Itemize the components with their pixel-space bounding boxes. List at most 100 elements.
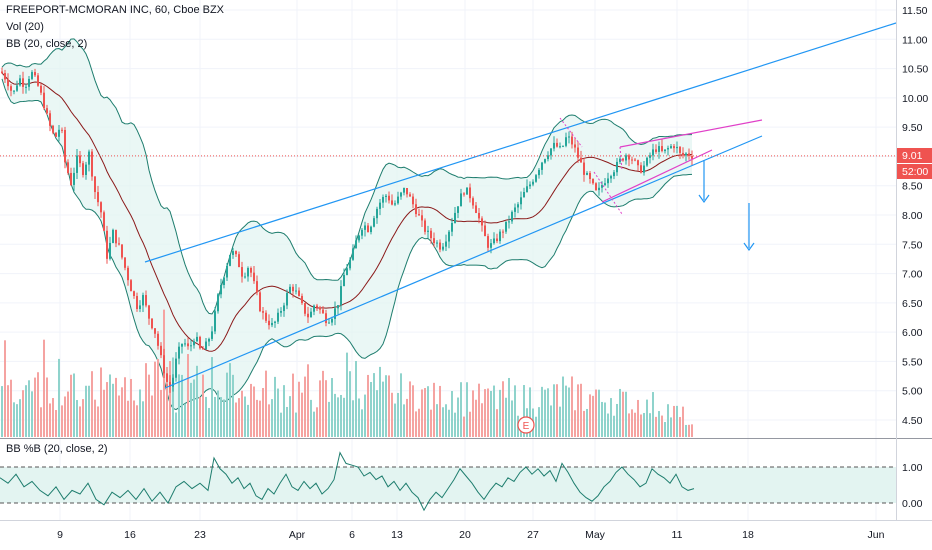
volume-bar [259, 400, 261, 437]
volume-bar [424, 388, 426, 437]
volume-bar [193, 379, 195, 437]
price-tick-label: 4.50 [902, 415, 923, 427]
time-axis[interactable]: 9 16 23 Apr 6 13 20 27 May 11 18 Jun [57, 529, 885, 541]
candle [685, 152, 687, 162]
candle [97, 185, 99, 207]
price-axis[interactable]: 11.5011.0010.5010.009.509.008.508.007.50… [902, 5, 928, 427]
down-arrow-2[interactable] [743, 203, 755, 252]
candle [232, 247, 234, 259]
volume-bar [277, 388, 279, 437]
candle [358, 234, 360, 243]
wedge-dotted-line-right[interactable] [593, 171, 623, 215]
candle [88, 149, 90, 172]
candle [85, 161, 87, 180]
volume-bar [157, 359, 159, 437]
volume-bar [13, 402, 15, 437]
volume-bar [355, 361, 357, 437]
volume-bar [256, 399, 258, 437]
candle [100, 201, 102, 218]
candle [574, 138, 576, 153]
candle [247, 266, 249, 282]
candlestick-series[interactable] [1, 67, 693, 393]
candle [259, 290, 261, 313]
candle [193, 338, 195, 349]
candle [523, 187, 525, 198]
candle [121, 244, 123, 260]
bb-legend[interactable]: BB (20, close, 2) [6, 38, 88, 50]
symbol-title[interactable]: FREEPORT-MCMORAN INC, 60, Cboe BZX [6, 4, 225, 16]
candle [280, 307, 282, 317]
candle [580, 150, 582, 163]
candle [175, 352, 177, 382]
bollinger-basis-line [1, 72, 693, 352]
candle [244, 272, 246, 279]
candle [655, 144, 657, 154]
volume-bar [418, 408, 420, 437]
price-tick-label: 5.50 [902, 356, 923, 368]
volume-bar [22, 390, 24, 437]
volume-bar [211, 357, 213, 437]
candle [499, 229, 501, 244]
candle [13, 90, 15, 95]
volume-bar [454, 412, 456, 437]
volume-bar [448, 409, 450, 437]
candle [532, 179, 534, 187]
volume-bar [235, 402, 237, 437]
volume-bar [676, 405, 678, 437]
candle [466, 187, 468, 195]
volume-bar [16, 404, 18, 437]
candle [610, 174, 612, 183]
candle [457, 206, 459, 219]
candle [37, 73, 39, 87]
candle [496, 233, 498, 244]
price-tick-label: 7.50 [902, 239, 923, 251]
volume-bar [223, 399, 225, 437]
volume-bar [352, 400, 354, 437]
bbpct-legend[interactable]: BB %B (20, close, 2) [6, 443, 108, 455]
volume-bar [634, 412, 636, 437]
candle [394, 200, 396, 207]
wedge-upper-line[interactable] [619, 119, 763, 148]
volume-bar [625, 391, 627, 437]
volume-bar [466, 382, 468, 437]
candle [319, 305, 321, 314]
candle [241, 261, 243, 283]
wedge-lower-line[interactable] [601, 149, 713, 203]
candle [541, 161, 543, 175]
volume-bar [31, 391, 33, 437]
candle [373, 215, 375, 228]
candle [451, 217, 453, 237]
volume-bar [133, 400, 135, 437]
volume-bar [595, 389, 597, 437]
volume-bar [571, 376, 573, 437]
candle [73, 167, 75, 191]
price-tick-label: 8.50 [902, 181, 923, 193]
volume-bar [304, 376, 306, 437]
volume-bar [475, 399, 477, 437]
volume-bar [484, 389, 486, 437]
candle [448, 230, 450, 249]
volume-bar [208, 407, 210, 437]
candle [553, 136, 555, 152]
candle [664, 149, 666, 154]
time-tick-label: 6 [349, 529, 355, 541]
candle [202, 346, 204, 350]
volume-bar [445, 404, 447, 437]
volume-bar [439, 385, 441, 437]
candle [430, 228, 432, 244]
candle [691, 150, 693, 166]
down-arrow-1[interactable] [698, 160, 710, 204]
volume-bar [319, 380, 321, 437]
time-tick-label: 23 [194, 529, 206, 541]
earnings-marker[interactable]: E [517, 416, 535, 434]
candle [379, 199, 381, 216]
lower-channel-trendline[interactable] [164, 135, 763, 389]
candle [511, 210, 513, 224]
candle [415, 198, 417, 218]
candle [220, 278, 222, 299]
volume-legend[interactable]: Vol (20) [6, 21, 44, 33]
upper-channel-trendline[interactable] [144, 22, 897, 263]
volume-bar [7, 385, 9, 437]
volume-bar [295, 412, 297, 437]
